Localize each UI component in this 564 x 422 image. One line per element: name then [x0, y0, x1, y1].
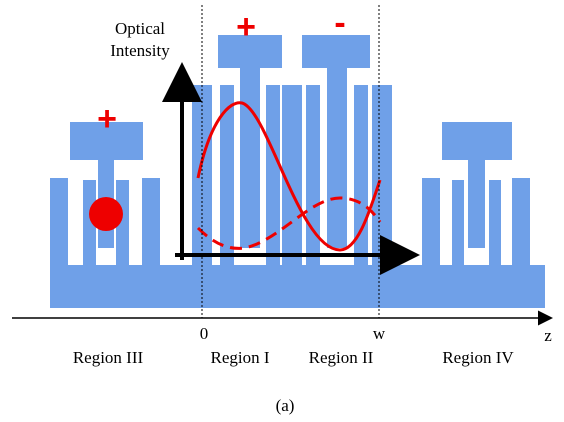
axis-title: Optical [115, 19, 165, 38]
axis-label: 0 [200, 324, 209, 343]
region-label: Region IV [442, 348, 514, 367]
charge-sign: + [236, 8, 256, 46]
axis-label: z [544, 326, 552, 345]
diagram: Optical Intensity + + - 0 w z Region III… [0, 0, 564, 422]
particle [89, 197, 123, 231]
region-label: Region II [309, 348, 374, 367]
caption: (a) [276, 396, 295, 415]
charge-sign: + [97, 100, 117, 138]
region-label: Region I [210, 348, 269, 367]
charge-sign: - [334, 4, 345, 42]
region-label: Region III [73, 348, 144, 367]
axis-label: w [373, 324, 386, 343]
axis-title: Intensity [110, 41, 170, 60]
waveguide-structure [50, 35, 545, 308]
